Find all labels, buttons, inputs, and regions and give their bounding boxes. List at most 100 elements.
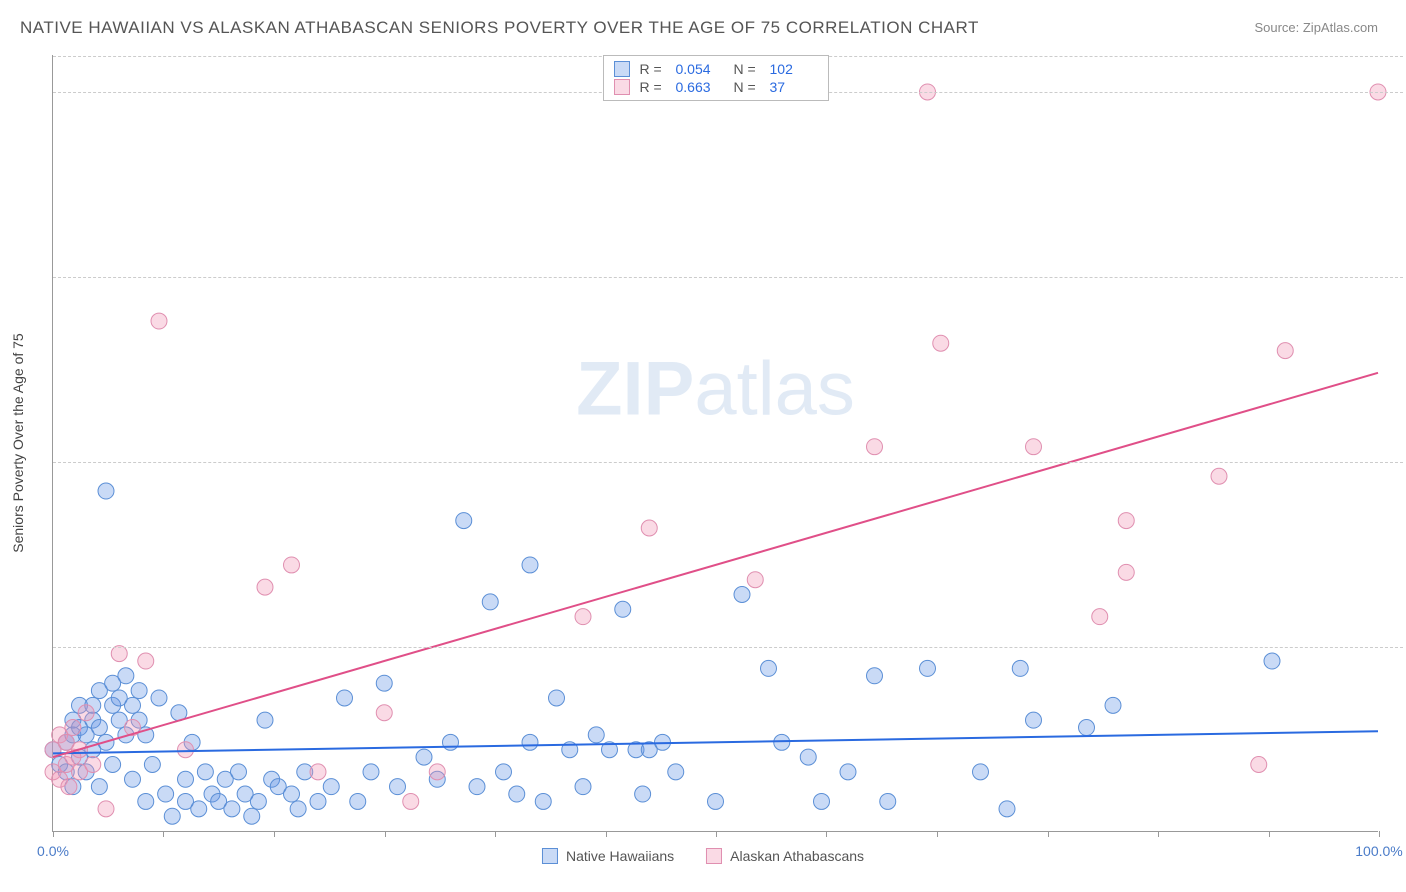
data-point: [197, 764, 213, 780]
data-point: [549, 690, 565, 706]
x-tick: [1379, 831, 1380, 837]
data-point: [257, 579, 273, 595]
data-point: [999, 801, 1015, 817]
x-tick: [385, 831, 386, 837]
legend-series-item: Native Hawaiians: [542, 848, 674, 864]
data-point: [310, 793, 326, 809]
gridline: [53, 647, 1403, 648]
data-point: [403, 793, 419, 809]
data-point: [761, 660, 777, 676]
data-point: [178, 742, 194, 758]
data-point: [350, 793, 366, 809]
data-point: [641, 520, 657, 536]
data-point: [1211, 468, 1227, 484]
data-point: [867, 439, 883, 455]
data-point: [973, 764, 989, 780]
data-point: [376, 705, 392, 721]
data-point: [337, 690, 353, 706]
data-point: [118, 668, 134, 684]
data-point: [496, 764, 512, 780]
legend-n-value: 102: [770, 61, 818, 77]
x-tick: [53, 831, 54, 837]
y-axis-title: Seniors Poverty Over the Age of 75: [10, 333, 26, 552]
data-point: [1026, 439, 1042, 455]
x-tick: [1048, 831, 1049, 837]
data-point: [814, 793, 830, 809]
data-point: [91, 779, 107, 795]
data-point: [138, 653, 154, 669]
chart-container: NATIVE HAWAIIAN VS ALASKAN ATHABASCAN SE…: [0, 0, 1406, 892]
x-tick: [495, 831, 496, 837]
legend-n-value: 37: [770, 79, 818, 95]
data-point: [1118, 564, 1134, 580]
data-point: [774, 734, 790, 750]
data-point: [125, 697, 141, 713]
data-point: [231, 764, 247, 780]
data-point: [284, 557, 300, 573]
data-point: [151, 313, 167, 329]
chart-title: NATIVE HAWAIIAN VS ALASKAN ATHABASCAN SE…: [20, 18, 979, 38]
data-point: [61, 779, 77, 795]
x-tick: [606, 831, 607, 837]
data-point: [65, 720, 81, 736]
data-point: [151, 690, 167, 706]
data-point: [178, 771, 194, 787]
regression-line: [53, 731, 1378, 753]
x-tick: [826, 831, 827, 837]
data-point: [522, 734, 538, 750]
x-tick: [163, 831, 164, 837]
data-point: [1079, 720, 1095, 736]
scatter-svg: [53, 55, 1378, 831]
data-point: [91, 720, 107, 736]
legend-swatch: [614, 61, 630, 77]
data-point: [191, 801, 207, 817]
data-point: [747, 572, 763, 588]
data-point: [363, 764, 379, 780]
legend-stat-label: R =: [640, 79, 666, 95]
data-point: [615, 601, 631, 617]
data-point: [98, 801, 114, 817]
data-point: [144, 756, 160, 772]
data-point: [284, 786, 300, 802]
data-point: [509, 786, 525, 802]
data-point: [376, 675, 392, 691]
data-point: [138, 793, 154, 809]
legend-correlation: R =0.054N =102R =0.663N =37: [603, 55, 829, 101]
legend-series-item: Alaskan Athabascans: [706, 848, 864, 864]
legend-correlation-row: R =0.663N =37: [614, 78, 818, 96]
data-point: [1277, 343, 1293, 359]
data-point: [535, 793, 551, 809]
legend-series-label: Alaskan Athabascans: [730, 848, 864, 864]
data-point: [416, 749, 432, 765]
data-point: [1251, 756, 1267, 772]
data-point: [1012, 660, 1028, 676]
legend-swatch: [542, 848, 558, 864]
data-point: [668, 764, 684, 780]
legend-stat-label: N =: [734, 61, 760, 77]
x-tick: [1269, 831, 1270, 837]
data-point: [244, 808, 260, 824]
legend-stat-label: N =: [734, 79, 760, 95]
plot-area: Seniors Poverty Over the Age of 75 ZIPat…: [52, 55, 1378, 832]
data-point: [224, 801, 240, 817]
data-point: [323, 779, 339, 795]
data-point: [125, 771, 141, 787]
data-point: [390, 779, 406, 795]
data-point: [880, 793, 896, 809]
data-point: [635, 786, 651, 802]
data-point: [131, 683, 147, 699]
data-point: [429, 764, 445, 780]
x-tick: [937, 831, 938, 837]
data-point: [840, 764, 856, 780]
data-point: [443, 734, 459, 750]
data-point: [250, 793, 266, 809]
x-tick: [274, 831, 275, 837]
data-point: [575, 609, 591, 625]
data-point: [588, 727, 604, 743]
x-tick-label: 0.0%: [37, 843, 69, 859]
legend-swatch: [614, 79, 630, 95]
data-point: [1264, 653, 1280, 669]
x-tick: [1158, 831, 1159, 837]
data-point: [85, 756, 101, 772]
data-point: [1092, 609, 1108, 625]
